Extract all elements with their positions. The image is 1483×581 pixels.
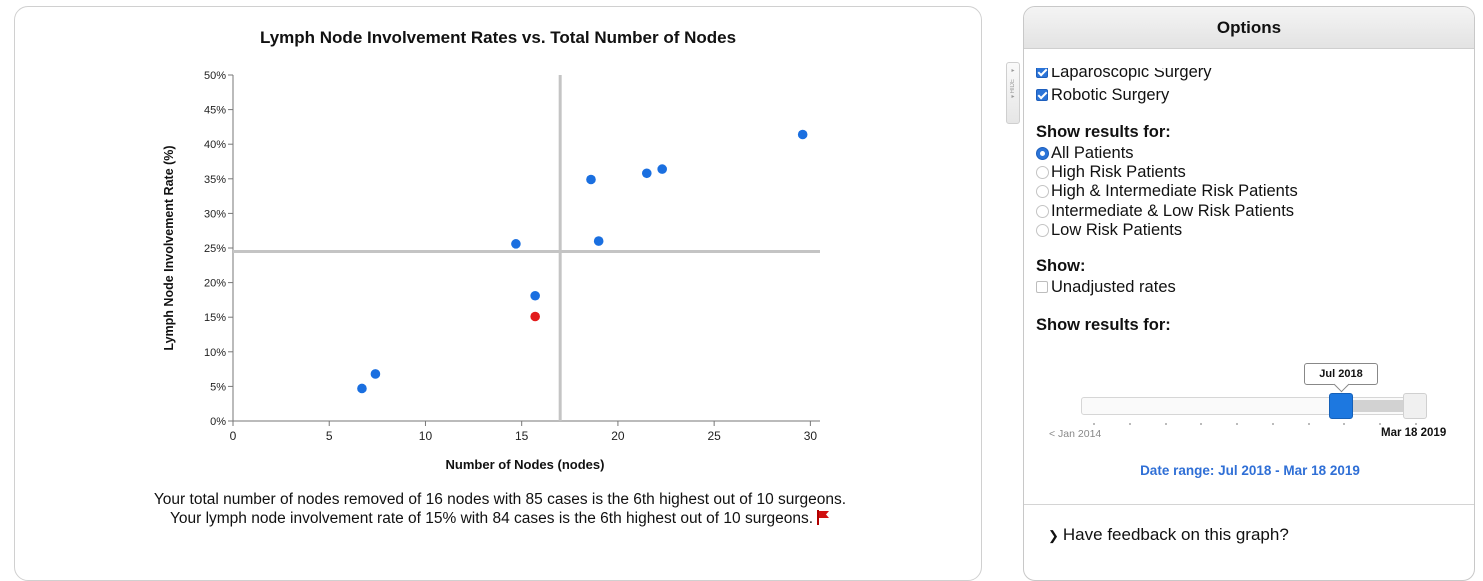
data-point-6 <box>641 168 652 179</box>
radio-intermediate-low-label: Intermediate & Low Risk Patients <box>1051 202 1295 220</box>
y-tick-label: 15% <box>204 312 226 324</box>
y-tick-label: 50% <box>204 70 226 82</box>
checkbox-unadjusted-icon[interactable] <box>1036 281 1048 293</box>
data-point-0 <box>357 383 367 394</box>
checkbox-robotic-surgery[interactable]: Robotic Surgery <box>1036 85 1169 105</box>
radio-high-intermediate-label: High & Intermediate Risk Patients <box>1051 182 1298 200</box>
slider-tick <box>1200 423 1203 425</box>
slider-tick <box>1093 423 1095 425</box>
y-tick-label: 0% <box>210 416 226 428</box>
data-point-3 <box>530 290 540 301</box>
feedback-link[interactable]: ❯ Have feedback on this graph? <box>1048 525 1289 545</box>
y-tick-label: 5% <box>210 381 226 393</box>
y-tick-label: 20% <box>204 278 226 290</box>
slider-tick <box>1307 423 1310 425</box>
data-point-7 <box>657 164 667 174</box>
date-slider-range <box>1348 400 1407 412</box>
x-axis-label: Number of Nodes (nodes) <box>446 457 605 472</box>
highlight-point-0 <box>530 311 540 322</box>
slider-tick <box>1379 423 1382 425</box>
data-point-5 <box>593 236 604 246</box>
x-tick-label: 10 <box>419 429 433 443</box>
y-tick-label: 30% <box>204 208 226 220</box>
date-range-text: Date range: Jul 2018 - Mar 18 2019 <box>1140 463 1360 478</box>
summary-rate: Your lymph node involvement rate of 15% … <box>125 509 875 528</box>
slider-tick <box>1236 423 1239 425</box>
x-tick-label: 20 <box>611 429 625 443</box>
y-tick-label: 35% <box>204 174 226 186</box>
chevron-right-icon: ❯ <box>1048 528 1059 543</box>
date-slider-ticks <box>1024 421 1474 427</box>
summary-nodes: Your total number of nodes removed of 16… <box>153 491 847 508</box>
radio-high-risk-label: High Risk Patients <box>1051 163 1186 181</box>
data-point-8 <box>797 129 808 140</box>
show-heading: Show: <box>1036 257 1086 275</box>
y-tick-label: 10% <box>204 347 226 359</box>
radio-all-patients[interactable]: All Patients <box>1036 143 1134 163</box>
radio-low-risk[interactable]: Low Risk Patients <box>1036 220 1182 240</box>
radio-all-patients-icon[interactable] <box>1036 147 1049 160</box>
radio-high-risk-icon[interactable] <box>1036 166 1049 179</box>
options-panel: Options Laparoscopic Surgery Robotic Sur… <box>1023 6 1475 581</box>
options-body: Laparoscopic Surgery Robotic Surgery Sho… <box>1024 49 1474 544</box>
radio-low-risk-label: Low Risk Patients <box>1051 221 1183 239</box>
y-tick-label: 25% <box>204 243 226 255</box>
slider-tick <box>1128 423 1131 425</box>
checkbox-robotic-label: Robotic Surgery <box>1051 86 1170 104</box>
radio-intermediate-low-icon[interactable] <box>1036 205 1049 218</box>
data-point-2 <box>511 239 521 249</box>
x-tick-label: 5 <box>326 429 333 443</box>
hide-tab-arrow-icon-bottom: ▸ <box>1011 94 1015 101</box>
radio-high-intermediate-icon[interactable] <box>1036 185 1049 198</box>
x-tick-label: 25 <box>707 429 721 443</box>
x-tick-label: 30 <box>804 429 818 443</box>
summary-rate-text: Your lymph node involvement rate of 15% … <box>169 510 814 527</box>
y-tick-label: 40% <box>204 139 226 151</box>
y-tick-label: 45% <box>204 105 226 117</box>
chart-panel: Lymph Node Involvement Rates vs. Total N… <box>14 6 982 581</box>
checkbox-unadjusted-label: Unadjusted rates <box>1051 278 1176 296</box>
chart-title: Lymph Node Involvement Rates vs. Total N… <box>260 28 736 47</box>
slider-min-label: < Jan 2014 <box>1049 428 1102 440</box>
checkbox-laparoscopic-label: Laparoscopic Surgery <box>1051 63 1212 81</box>
x-tick-label: 0 <box>230 429 237 443</box>
slider-tooltip: Jul 2018 <box>1304 363 1378 385</box>
checkbox-unadjusted-rates[interactable]: Unadjusted rates <box>1036 277 1176 297</box>
patients-heading: Show results for: <box>1036 123 1171 141</box>
checkbox-robotic-icon[interactable] <box>1036 89 1048 101</box>
hide-tab-label: HIDE <box>1010 79 1016 94</box>
flag-icon <box>817 510 830 525</box>
options-divider <box>1024 504 1474 505</box>
hide-tab-arrow-icon: ▸ <box>1011 68 1015 74</box>
data-point-1 <box>370 369 381 379</box>
slider-tick <box>1271 423 1274 425</box>
summary-text: Your total number of nodes removed of 16… <box>125 490 875 528</box>
date-slider-start-handle[interactable] <box>1328 393 1353 419</box>
slider-max-label: Mar 18 2019 <box>1381 427 1447 439</box>
options-title: Options <box>1024 7 1474 49</box>
radio-high-intermediate-risk[interactable]: High & Intermediate Risk Patients <box>1036 181 1298 201</box>
hide-options-tab[interactable]: ▸ HIDE ▸ <box>1006 62 1020 124</box>
slider-tick <box>1343 423 1346 425</box>
data-point-4 <box>586 174 596 185</box>
x-tick-label: 15 <box>515 429 529 443</box>
date-heading: Show results for: <box>1036 316 1171 334</box>
scatter-chart: Lymph Node Involvement Rates vs. Total N… <box>162 28 820 472</box>
checkbox-laparoscopic-icon[interactable] <box>1036 68 1048 78</box>
y-axis-label: Lymph Node Involvement Rate (%) <box>162 145 176 350</box>
radio-all-patients-label: All Patients <box>1051 144 1134 162</box>
radio-intermediate-low-risk[interactable]: Intermediate & Low Risk Patients <box>1036 201 1294 221</box>
radio-low-risk-icon[interactable] <box>1036 224 1049 237</box>
checkbox-laparoscopic-surgery[interactable]: Laparoscopic Surgery <box>1036 63 1212 82</box>
feedback-label: Have feedback on this graph? <box>1062 525 1289 544</box>
date-slider-end-handle[interactable] <box>1403 393 1427 419</box>
radio-high-risk[interactable]: High Risk Patients <box>1036 162 1186 182</box>
slider-tick <box>1164 423 1167 425</box>
slider-tick <box>1415 423 1417 425</box>
